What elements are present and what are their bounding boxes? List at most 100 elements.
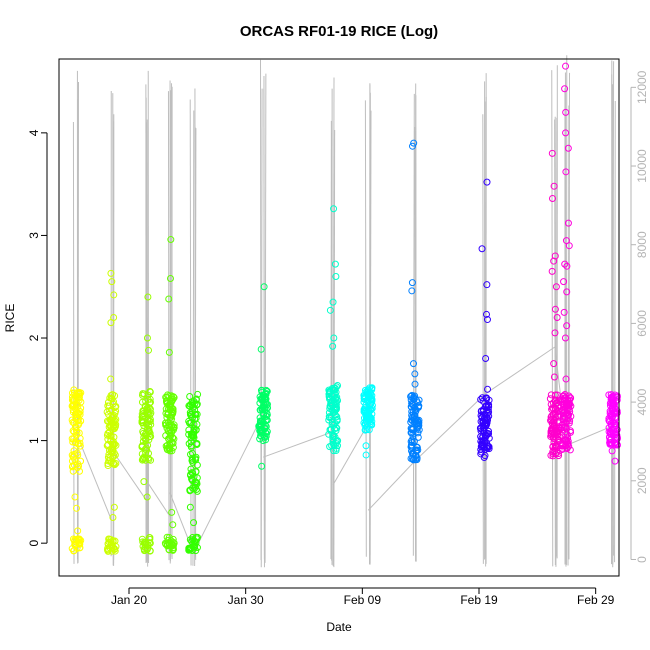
x-tick-label: Feb 09	[344, 593, 382, 607]
rice-point	[546, 395, 554, 403]
rice-point	[105, 535, 113, 543]
y2-tick-label: 6000	[635, 310, 649, 337]
rice-point	[329, 342, 337, 350]
rice-point	[478, 394, 486, 402]
rice-point	[75, 429, 83, 437]
axes-layer: 0 1 2 3 4 0 2000 4000 6000 8000 10000 12000 Jan 20 Ja…	[27, 70, 649, 607]
rice-point	[68, 457, 76, 465]
rice-point	[143, 446, 151, 454]
rice-point	[166, 445, 174, 453]
rice-point	[189, 536, 197, 544]
rice-point	[548, 149, 556, 157]
rice-point	[410, 139, 418, 147]
rice-point	[566, 417, 574, 425]
rice-point	[332, 272, 340, 280]
rice-point	[186, 503, 194, 511]
x-tick-label: Jan 30	[228, 593, 264, 607]
rice-point	[188, 477, 196, 485]
rice-point	[146, 539, 154, 547]
rice-point	[111, 403, 119, 411]
rice-point	[360, 407, 368, 415]
rice-point	[331, 384, 339, 392]
altitude-trace	[554, 116, 557, 567]
altitude-trace	[415, 131, 417, 562]
altitude-trace	[567, 105, 570, 566]
rice-point	[551, 391, 559, 399]
rice-point	[70, 389, 78, 397]
rice-point	[559, 413, 567, 421]
rice-point	[188, 456, 196, 464]
rice-point	[110, 418, 118, 426]
rice-point	[108, 278, 116, 286]
rice-point	[562, 237, 570, 245]
rice-point	[328, 418, 336, 426]
rice-point	[170, 539, 178, 547]
rice-point	[411, 380, 419, 388]
rice-point	[330, 334, 338, 342]
rice-point	[408, 279, 416, 287]
altitude-connector	[169, 492, 194, 552]
rice-point	[147, 409, 155, 417]
rice-point	[564, 144, 572, 152]
rice-point	[140, 545, 148, 553]
rice-point	[607, 430, 615, 438]
rice-point	[408, 287, 416, 295]
rice-point	[143, 404, 151, 412]
altitude-connector	[367, 460, 416, 511]
rice-point	[140, 478, 148, 486]
altitude-trace	[167, 91, 170, 561]
rice-point	[138, 456, 146, 464]
rice-point	[72, 504, 80, 512]
rice-point	[260, 283, 268, 291]
rice-point	[76, 467, 84, 475]
rice-point	[560, 308, 568, 316]
rice-point	[258, 462, 266, 470]
rice-point	[330, 205, 338, 213]
rice-point	[548, 267, 556, 275]
rice-point	[109, 537, 117, 545]
rice-point	[485, 408, 493, 416]
rice-point	[608, 426, 616, 434]
rice-point	[109, 440, 117, 448]
rice-point	[162, 419, 170, 427]
rice-point	[143, 334, 151, 342]
rice-point	[609, 392, 617, 400]
rice-point	[111, 425, 119, 433]
x-tick-label: Jan 20	[111, 593, 147, 607]
rice-point	[413, 454, 421, 462]
rice-point	[408, 438, 416, 446]
rice-point	[146, 429, 154, 437]
rice-point	[107, 319, 115, 327]
rice-point	[607, 421, 615, 429]
rice-point	[110, 503, 118, 511]
rice-point	[72, 415, 80, 423]
rice-point	[109, 423, 117, 431]
rice-point	[485, 443, 493, 451]
rice-point	[611, 420, 619, 428]
rice-point	[107, 375, 115, 383]
altitude-connector	[414, 393, 486, 462]
rice-point	[329, 298, 337, 306]
rice-point	[169, 434, 177, 442]
rice-point	[482, 414, 490, 422]
rice-point	[188, 408, 196, 416]
y-tick-label: 4	[27, 129, 41, 136]
rice-point	[187, 412, 195, 420]
rice-point	[111, 451, 119, 459]
rice-point	[146, 534, 154, 542]
rice-point	[262, 389, 270, 397]
rice-point	[360, 394, 368, 402]
rice-point	[563, 262, 571, 270]
rice-point	[562, 129, 570, 137]
rice-point	[331, 408, 339, 416]
rice-point	[104, 410, 112, 418]
rice-point	[258, 417, 266, 425]
rice-point	[190, 485, 198, 493]
rice-point	[70, 386, 78, 394]
rice-point	[547, 451, 555, 459]
rice-point	[71, 438, 79, 446]
rice-point	[258, 405, 266, 413]
rice-point	[185, 402, 193, 410]
rice-point	[110, 291, 118, 299]
rice-point	[166, 275, 174, 283]
